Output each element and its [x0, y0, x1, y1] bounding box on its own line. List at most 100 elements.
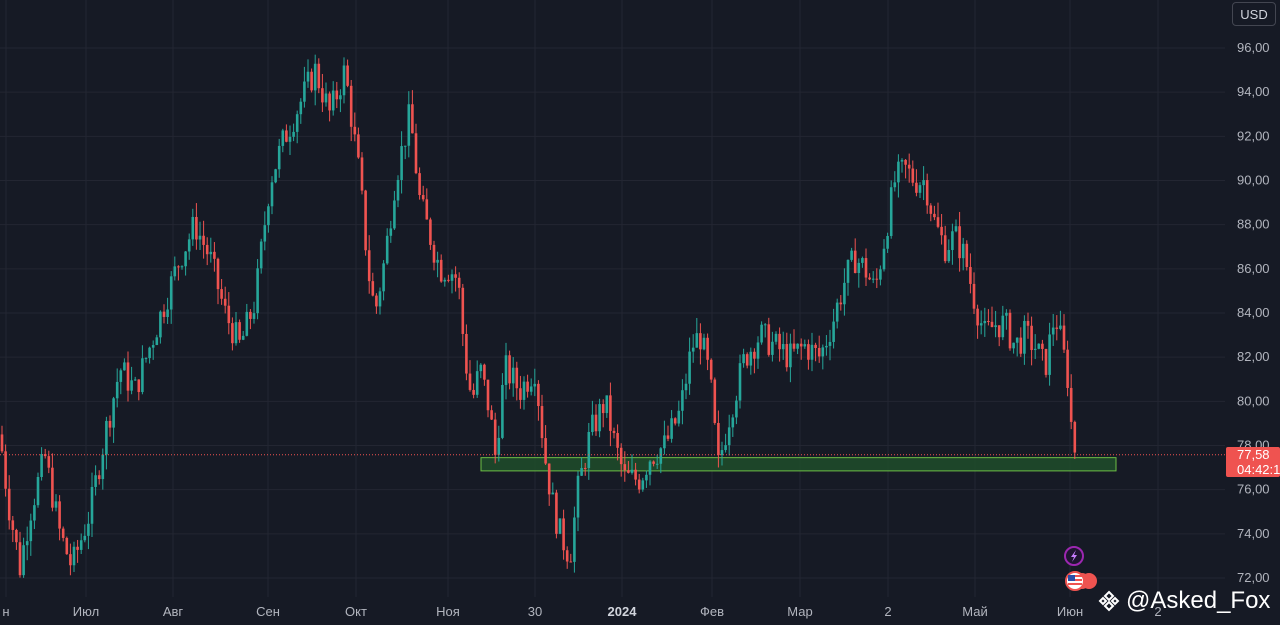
us-flag-icon[interactable]	[1065, 571, 1097, 591]
time-tick-label: 2	[884, 604, 891, 619]
candle-body	[735, 400, 738, 418]
candle-body	[195, 216, 198, 240]
candle-body	[432, 244, 436, 263]
candle-body	[1030, 325, 1033, 351]
candle-body	[0, 434, 4, 452]
price-tick-label: 76,00	[1237, 482, 1270, 497]
candle-body	[695, 333, 699, 348]
price-tick-label: 74,00	[1237, 526, 1270, 541]
candle-body	[378, 291, 382, 307]
time-tick-label: Сен	[256, 604, 280, 619]
candle-body	[943, 235, 947, 262]
candle-body	[699, 333, 702, 350]
candle-body	[58, 501, 61, 529]
lightning-icon[interactable]	[1064, 546, 1084, 566]
candle-body	[479, 364, 483, 372]
watermark: @Asked_Fox	[1098, 586, 1270, 616]
candle-body	[558, 518, 562, 534]
candle-body	[1008, 312, 1012, 349]
candle-body	[551, 492, 555, 495]
candle-body	[655, 463, 659, 465]
time-tick-label: н	[2, 604, 9, 619]
candle-body	[828, 341, 832, 346]
candle-body	[612, 430, 616, 434]
candle-body	[173, 266, 177, 277]
price-tick-label: 92,00	[1237, 128, 1270, 143]
time-axis[interactable]: н Июл Авг Сен Окт Ноя 30 2024 Фев Мар 2 Май Июн 2	[2, 604, 1161, 619]
candle-body	[227, 305, 231, 324]
price-tick-label: 84,00	[1237, 305, 1270, 320]
candle-body	[130, 380, 133, 391]
candle-body	[61, 528, 65, 538]
candle-body	[241, 335, 245, 340]
candle-body	[396, 179, 400, 201]
candle-body	[749, 351, 753, 366]
candle-body	[321, 88, 324, 103]
candle-body	[231, 323, 234, 344]
candle-body	[472, 389, 475, 395]
candle-body	[663, 435, 666, 449]
candle-body	[367, 250, 371, 282]
candle-body	[947, 250, 951, 262]
candle-body	[364, 190, 367, 251]
candle-body	[447, 279, 450, 281]
candle-body	[702, 337, 706, 350]
candle-body	[169, 276, 173, 310]
candle-body	[717, 422, 720, 456]
candle-body	[583, 467, 587, 469]
currency-button[interactable]: USD	[1232, 2, 1276, 26]
candle-body	[342, 65, 346, 96]
candle-body	[587, 431, 591, 468]
candle-body	[936, 217, 940, 227]
candle-body	[123, 362, 126, 371]
candle-body	[209, 251, 213, 255]
candle-body	[112, 398, 115, 428]
candle-body	[778, 333, 781, 350]
candle-body	[850, 250, 853, 260]
candle-body	[33, 505, 36, 521]
candle-body	[544, 438, 547, 464]
candle-body	[22, 545, 25, 576]
candle-body	[475, 371, 479, 395]
price-tick-label: 88,00	[1237, 217, 1270, 232]
candle-body	[36, 476, 40, 506]
candle-body	[1059, 325, 1062, 329]
candle-body	[76, 546, 79, 550]
candle-body	[418, 173, 421, 196]
candle-body	[886, 235, 889, 249]
candle-body	[119, 370, 123, 382]
candle-body	[522, 381, 526, 400]
candle-body	[501, 384, 504, 438]
candle-body	[1005, 312, 1008, 316]
binance-diamond-icon	[1098, 590, 1120, 612]
candle-body	[436, 259, 439, 263]
candle-body	[623, 464, 627, 471]
price-axis[interactable]: 96,00 94,00 92,00 90,00 88,00 86,00 84,00 82,00…	[1237, 40, 1270, 585]
candle-body	[673, 418, 677, 424]
candle-body	[47, 456, 51, 468]
candle-body	[706, 337, 709, 360]
candle-body	[555, 492, 558, 534]
candle-body	[1012, 342, 1015, 349]
candle-body	[1037, 343, 1041, 349]
time-tick-label: Июл	[73, 604, 99, 619]
candle-body	[11, 520, 15, 530]
candle-body	[252, 313, 256, 319]
candle-body	[803, 344, 807, 347]
candle-body	[450, 274, 454, 281]
candle-body	[144, 358, 148, 360]
candle-body	[259, 241, 263, 269]
candle-body	[83, 535, 87, 541]
candle-body	[810, 344, 814, 360]
candle-body	[324, 93, 328, 103]
candle-body	[897, 161, 900, 183]
candle-body	[1051, 327, 1055, 335]
price-label: 77,58 04:42:1	[1226, 447, 1280, 477]
candle-body	[537, 383, 540, 407]
candle-body	[54, 501, 58, 508]
candle-body	[274, 169, 277, 183]
candle-body	[630, 469, 634, 473]
candle-body	[940, 226, 943, 236]
support-zone-box[interactable]	[480, 457, 1117, 472]
